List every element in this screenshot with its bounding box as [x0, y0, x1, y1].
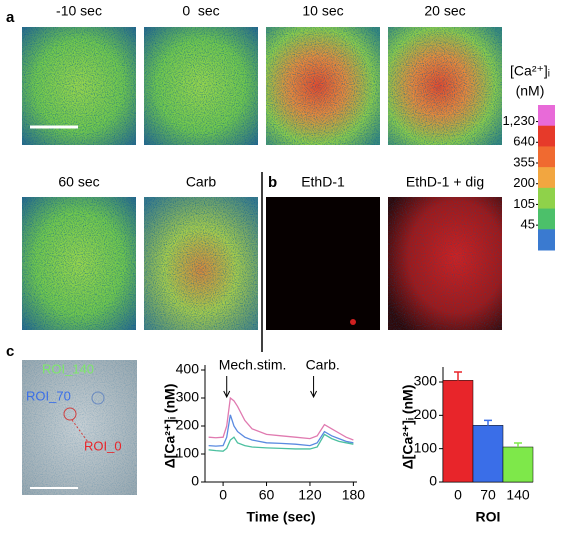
x-axis-label: Time (sec) — [247, 509, 316, 525]
colorbar-label: 105 — [513, 196, 535, 211]
x-tick-label: 60 — [259, 487, 275, 503]
y-tick-label: 100 — [414, 439, 438, 455]
error-bar — [514, 442, 522, 447]
colorbar-label: 1,230 — [502, 113, 535, 128]
y-axis-label: Δ[Ca²⁺]ᵢ (nM) — [400, 385, 416, 470]
y-tick-label: 300 — [176, 389, 200, 405]
charts: 0 100 200 300 400 Δ[Ca²⁺]ᵢ (nM) Time (sec) 0 60 1… — [162, 357, 534, 525]
y-tick-label: 300 — [414, 373, 438, 389]
annotation: Mech.stim. — [219, 357, 287, 373]
y-tick-label: 200 — [414, 406, 438, 422]
x-tick-label: 120 — [298, 487, 322, 503]
colorbar-segment — [538, 167, 555, 189]
frame-label: 10 sec — [302, 3, 343, 19]
roi-label: ROI_140 — [42, 361, 94, 376]
y-tick-label: 0 — [429, 473, 437, 489]
colorbar-label: 200 — [513, 175, 535, 190]
series-line — [208, 414, 354, 447]
x-tick-label: 180 — [342, 487, 366, 503]
colorbar-segment — [538, 125, 555, 147]
roi-label: ROI_0 — [84, 438, 122, 453]
colorbar-unit: (nM) — [516, 83, 545, 99]
colorbar-segment — [538, 146, 555, 168]
y-tick-label: 200 — [176, 417, 200, 433]
colorbar: 1,230 640 355 200 105 45 — [502, 105, 555, 251]
image — [266, 197, 380, 330]
bar — [442, 380, 474, 483]
frame-label: -10 sec — [56, 3, 102, 19]
frame-label: EthD-1 + dig — [406, 174, 484, 190]
error-bar — [454, 371, 462, 381]
y-axis-label: Δ[Ca²⁺]ᵢ (nM) — [162, 384, 178, 469]
image-noise — [388, 27, 502, 145]
colorbar-segment — [538, 105, 555, 127]
panel-letter: b — [268, 174, 277, 191]
image-noise — [144, 27, 258, 145]
panel-letter: c — [6, 343, 14, 360]
y-tick-label: 400 — [176, 361, 200, 377]
roi-circle — [91, 391, 105, 405]
colorbar-segment — [538, 187, 555, 210]
y-tick-label: 0 — [191, 473, 199, 489]
bar — [502, 446, 534, 483]
series-line — [208, 433, 354, 452]
image-noise — [22, 360, 137, 495]
roi-circle — [63, 407, 77, 421]
x-tick-label: 70 — [480, 487, 496, 503]
colorbar-title: [Ca²⁺]ᵢ — [510, 63, 550, 79]
frame-label: Carb — [186, 174, 217, 190]
image-noise — [22, 27, 136, 145]
x-tick-label: 0 — [454, 487, 462, 503]
frame-label: 60 sec — [58, 174, 99, 190]
frame-label: 20 sec — [424, 3, 465, 19]
colorbar-label: 640 — [513, 134, 535, 149]
annotation: Carb. — [306, 357, 340, 373]
bar — [472, 425, 504, 483]
annotation-arrowhead — [310, 390, 318, 399]
image-noise — [388, 197, 502, 330]
roi-pointer — [71, 419, 89, 443]
colorbar-segment — [538, 208, 555, 230]
series-line — [208, 396, 354, 441]
frame-label: 0 sec — [182, 3, 219, 19]
frame-label: EthD-1 — [301, 174, 345, 190]
colorbar-segment — [538, 229, 555, 251]
x-axis-label: ROI — [476, 509, 501, 525]
image-noise — [144, 197, 258, 330]
x-tick-label: 0 — [219, 487, 227, 503]
y-tick-label: 100 — [176, 445, 200, 461]
annotation-arrowhead — [223, 390, 231, 399]
cell — [350, 319, 356, 325]
x-tick-label: 140 — [506, 487, 530, 503]
panel-letter: a — [6, 9, 15, 26]
colorbar-label: 45 — [521, 217, 535, 232]
image-frames — [22, 27, 502, 330]
colorbar-label: 355 — [513, 154, 535, 169]
roi-label: ROI_70 — [26, 388, 71, 403]
image-noise — [266, 27, 380, 145]
image-noise — [22, 197, 136, 330]
error-bar — [484, 419, 492, 426]
